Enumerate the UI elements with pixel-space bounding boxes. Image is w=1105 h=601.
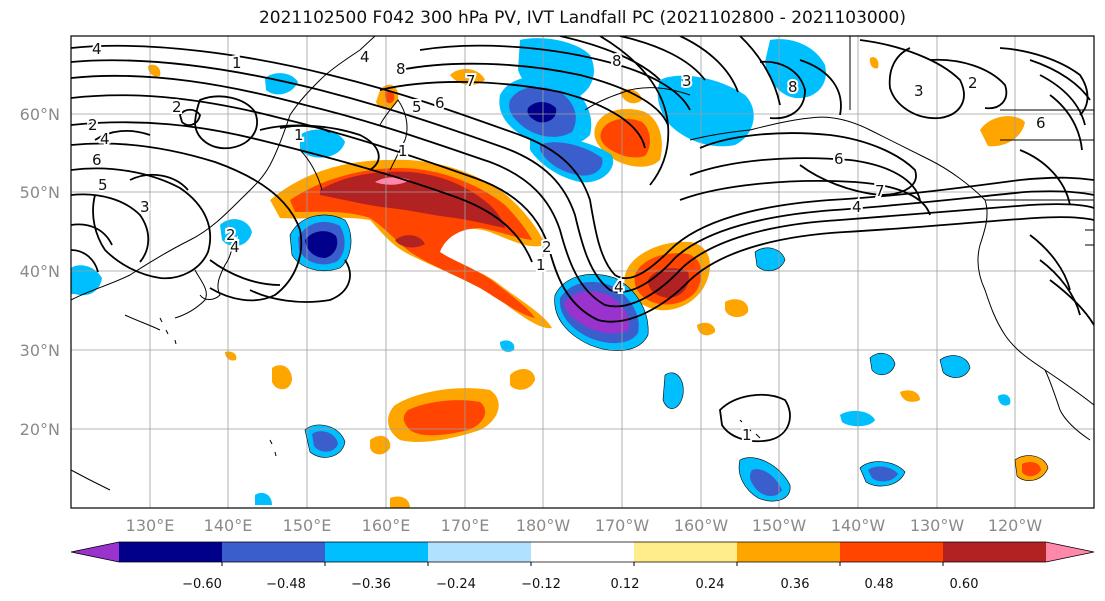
- contour-label: 3: [914, 82, 924, 100]
- contour-label: 4: [230, 238, 240, 256]
- lat-label: 60°N: [20, 105, 60, 124]
- contour-label: 7: [466, 72, 476, 90]
- contour-label: 1: [536, 256, 546, 274]
- contour-label: 1: [232, 54, 242, 72]
- pv-contours: [71, 36, 1094, 443]
- colorbar-tick-label: −0.12: [521, 577, 561, 592]
- colorbar-segment: [531, 542, 635, 562]
- contour-label: 8: [612, 52, 622, 70]
- colorbar-segment: [737, 542, 841, 562]
- contour-label: 4: [100, 130, 110, 148]
- colorbar-tick-label: −0.60: [182, 577, 222, 592]
- colorbar-tick-label: −0.24: [436, 577, 476, 592]
- contour-label: 8: [788, 78, 798, 96]
- graticule: [71, 36, 1094, 508]
- contour-label: 5: [412, 98, 422, 116]
- colorbar-tick-label: −0.36: [351, 577, 391, 592]
- contour-label: 7: [875, 182, 885, 200]
- contour-label: 6: [92, 151, 102, 169]
- lat-label: 50°N: [20, 183, 60, 202]
- lon-label: 130°W: [910, 516, 965, 535]
- colorbar-segment: [325, 542, 429, 562]
- contour-label: 3: [140, 198, 150, 216]
- lon-label: 150°E: [283, 516, 332, 535]
- contour-label: 4: [614, 278, 624, 296]
- colorbar-tick-label: 0.24: [696, 577, 725, 592]
- colorbar-ticks: −0.60 −0.48 −0.36 −0.24 −0.12 0.12 0.24 …: [182, 577, 978, 592]
- colorbar-tick-label: 0.12: [611, 577, 640, 592]
- contour-label: 6: [1036, 114, 1046, 132]
- colorbar-segment: [943, 542, 1047, 562]
- colorbar-segment: [222, 542, 326, 562]
- contour-label: 4: [360, 48, 370, 66]
- lon-label: 170°W: [595, 516, 650, 535]
- lat-label: 30°N: [20, 341, 60, 360]
- contour-label: 2: [968, 74, 978, 92]
- contour-label: 2: [226, 226, 236, 244]
- map-frame: [70, 35, 1095, 509]
- contour-label: 4: [852, 198, 862, 216]
- colorbar-segment: [428, 542, 532, 562]
- contour-label: 6: [834, 150, 844, 168]
- colorbar-tick-label: 0.36: [781, 577, 810, 592]
- contour-label: 2: [88, 116, 98, 134]
- lon-label: 170°E: [441, 516, 490, 535]
- lon-label: 150°W: [752, 516, 807, 535]
- lon-label: 120°W: [988, 516, 1043, 535]
- colorbar-tick-label: −0.48: [266, 577, 306, 592]
- contour-label: 2: [542, 238, 552, 256]
- lon-label: 160°W: [674, 516, 729, 535]
- colorbar-extend-min: [71, 542, 119, 562]
- contour-label: 1: [742, 426, 752, 444]
- lon-label: 180°W: [516, 516, 571, 535]
- colorbar-tick-label: 0.48: [865, 577, 894, 592]
- contour-label: 5: [98, 176, 108, 194]
- contour-label: 2: [172, 98, 182, 116]
- pv-anomaly-fill: [71, 38, 1048, 508]
- contour-label: 1: [398, 142, 408, 160]
- colorbar-tick-label: 0.60: [950, 577, 979, 592]
- lon-label: 130°E: [126, 516, 175, 535]
- longitude-labels: 130°E 140°E 150°E 160°E 170°E 180°W 170°…: [126, 516, 1043, 535]
- colorbar-extend-max: [1046, 542, 1094, 562]
- coastlines: [71, 36, 1094, 491]
- contour-label: 3: [682, 72, 692, 90]
- lat-label: 20°N: [20, 420, 60, 439]
- lon-label: 140°E: [204, 516, 253, 535]
- map-title: 2021102500 F042 300 hPa PV, IVT Landfall…: [258, 8, 906, 28]
- lon-label: 160°E: [362, 516, 411, 535]
- contour-label: 1: [294, 126, 304, 144]
- colorbar-segment: [634, 542, 738, 562]
- colorbar-segment: [119, 542, 223, 562]
- colorbar-outline: [70, 541, 1095, 563]
- contour-label: 8: [396, 60, 406, 78]
- latitude-labels: 60°N 50°N 40°N 30°N 20°N: [20, 105, 60, 439]
- lat-label: 40°N: [20, 262, 60, 281]
- contour-label: 6: [435, 94, 445, 112]
- colorbar-segment: [840, 542, 944, 562]
- contour-labels: 4 1 2 4 6 4 2 5 8 6 1 7 8 8 3 2 3 5 6 7 …: [86, 38, 1048, 446]
- contour-label: 4: [92, 40, 102, 58]
- lon-label: 140°W: [831, 516, 886, 535]
- colorbar: [70, 541, 1095, 566]
